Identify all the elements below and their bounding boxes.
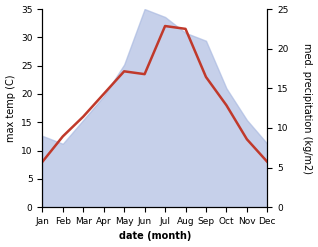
- Y-axis label: max temp (C): max temp (C): [5, 74, 16, 142]
- X-axis label: date (month): date (month): [119, 231, 191, 242]
- Y-axis label: med. precipitation (kg/m2): med. precipitation (kg/m2): [302, 43, 313, 174]
